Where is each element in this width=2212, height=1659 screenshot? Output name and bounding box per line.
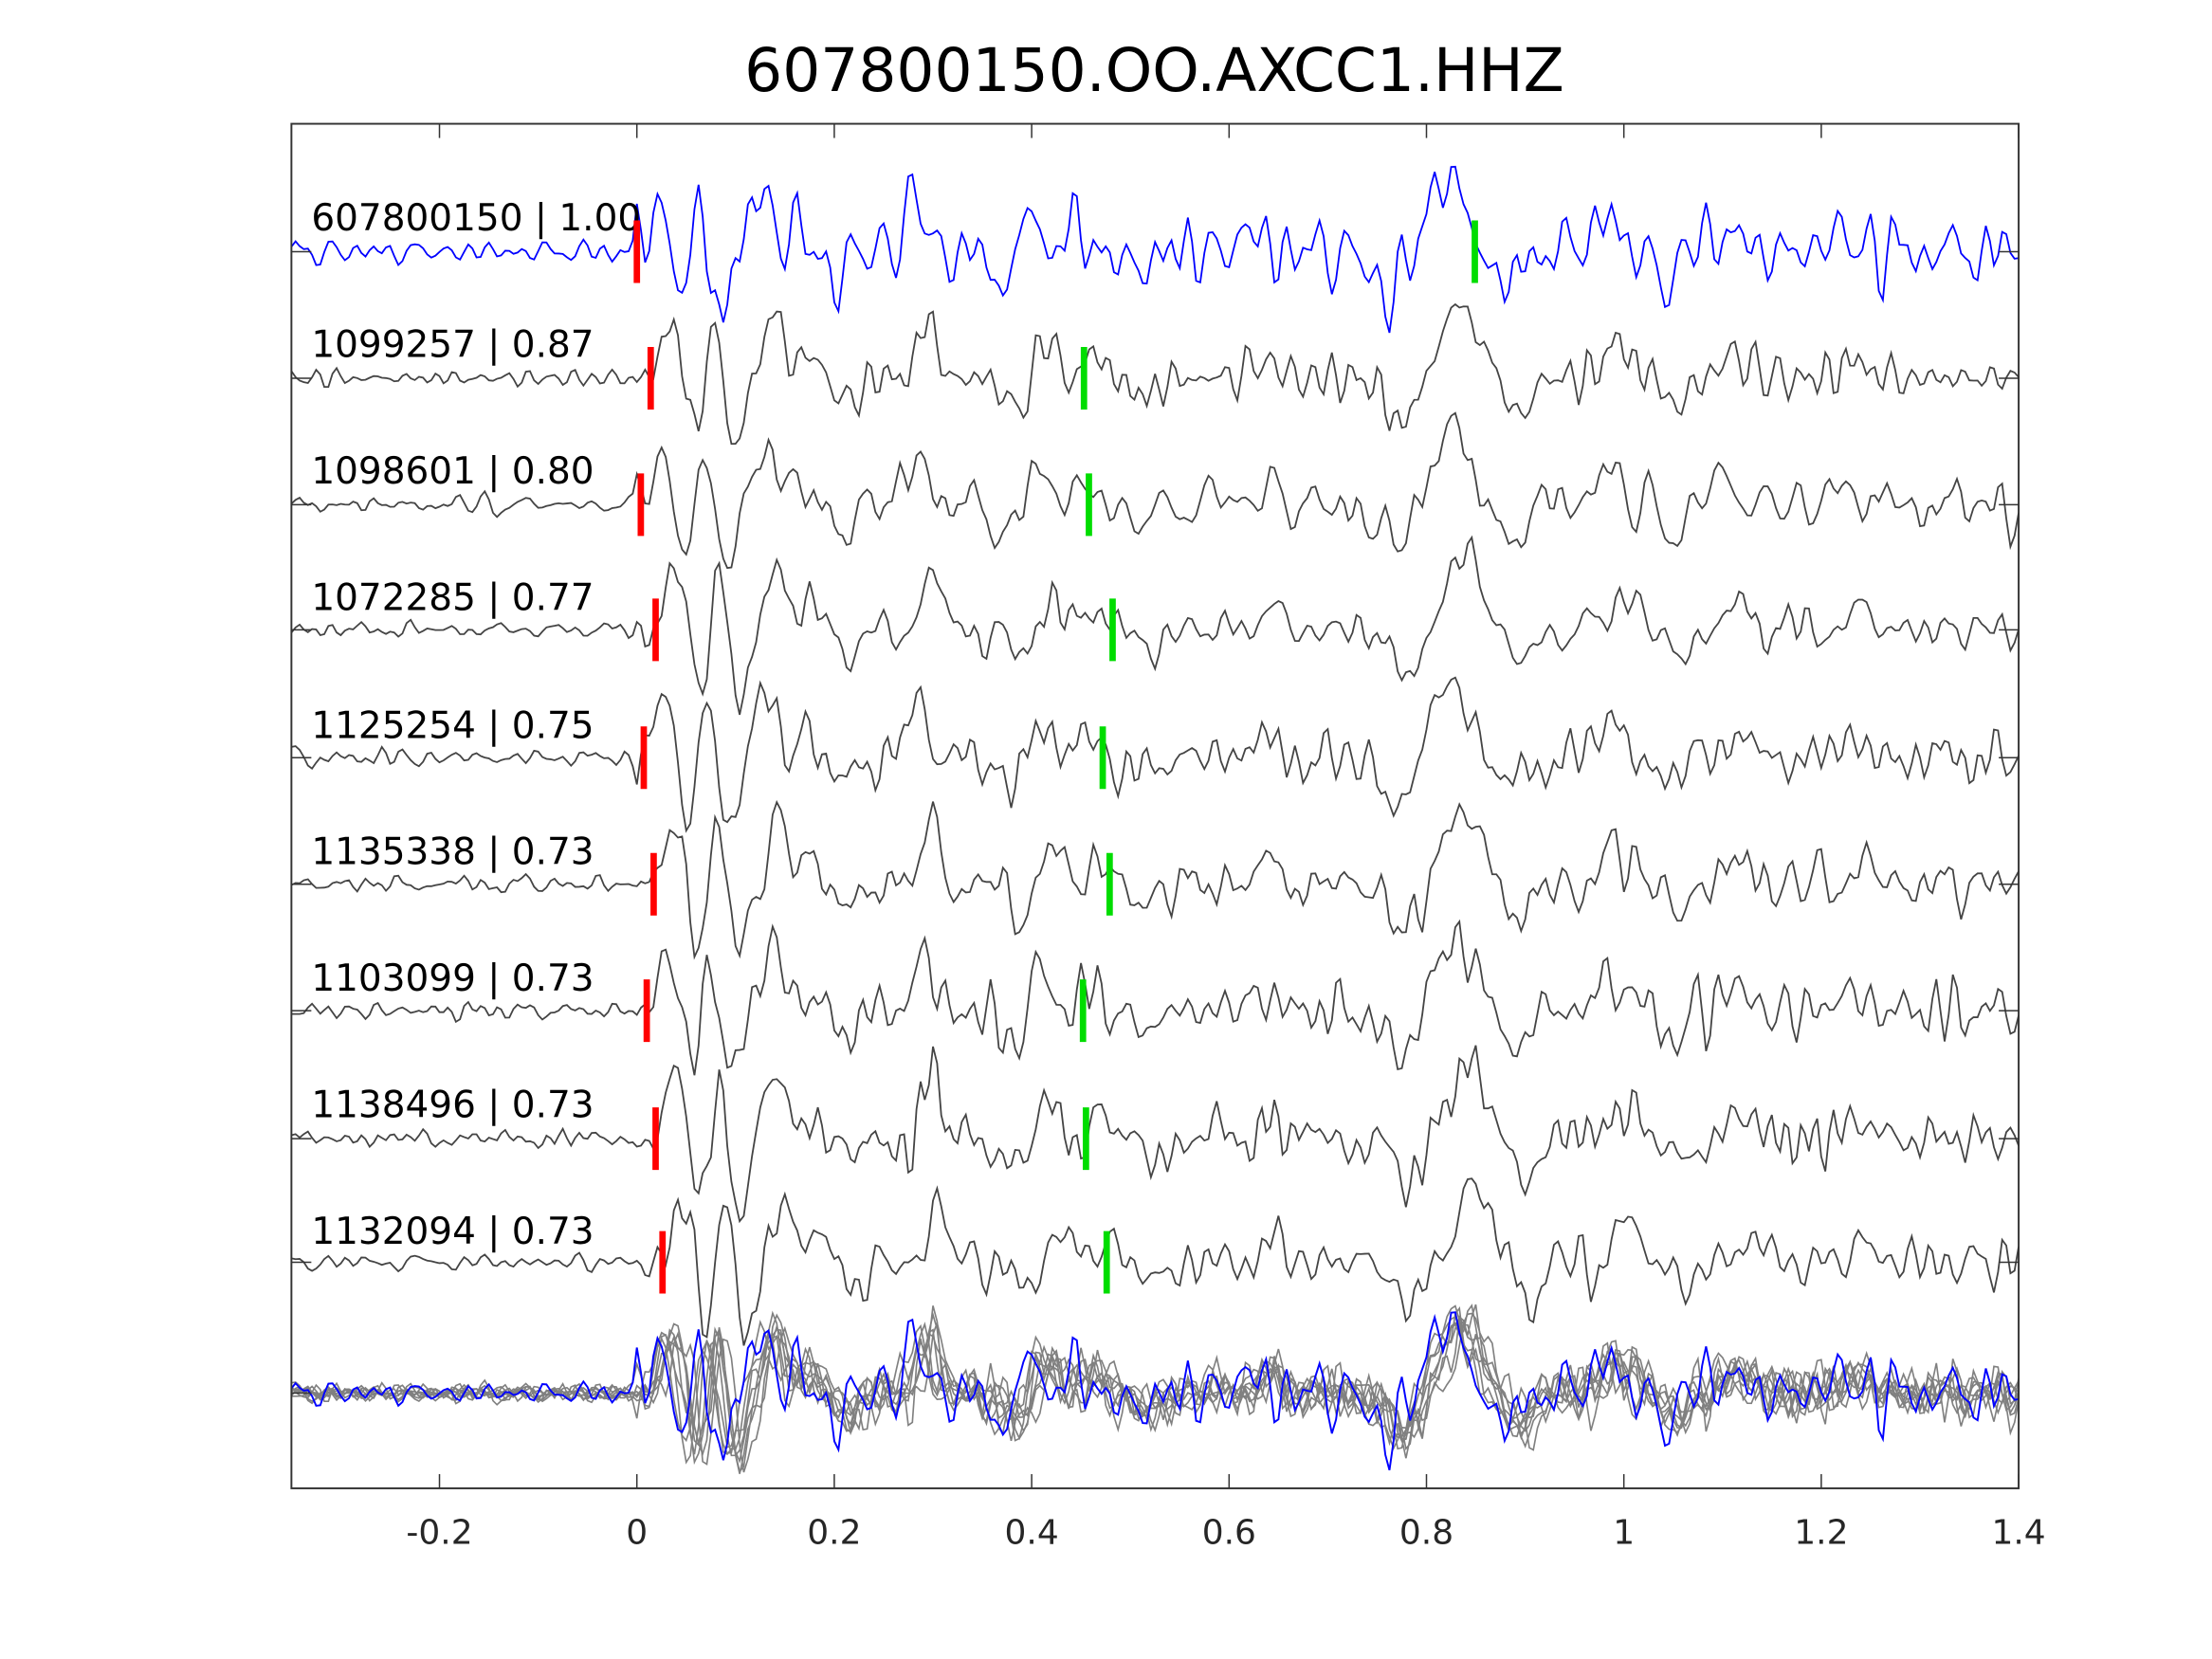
trace-label: 1132094 | 0.73	[311, 1211, 594, 1253]
trace-line	[290, 535, 2020, 716]
trace-line	[290, 302, 2020, 446]
trace-label: 1103099 | 0.73	[311, 957, 594, 1000]
x-tick-label: 0.2	[807, 1513, 861, 1552]
stack-trace-line	[291, 1305, 2020, 1455]
trace-line	[290, 411, 2020, 570]
x-tick-label: 1.2	[1794, 1513, 1848, 1552]
trace-label: 1125254 | 0.75	[311, 704, 594, 747]
stack-template-line	[290, 1311, 2020, 1471]
x-tick-label: 0.8	[1399, 1513, 1453, 1552]
trace-label: 1099257 | 0.87	[311, 323, 594, 366]
trace-line	[291, 1177, 2020, 1346]
stack-trace-line	[291, 1312, 2020, 1473]
x-tick-label: -0.2	[406, 1513, 472, 1552]
chart-title: 607800150.OO.AXCC1.HHZ	[744, 36, 1564, 105]
traces-group	[290, 165, 2020, 1474]
trace-line	[291, 1045, 2020, 1224]
x-tick-label: 0.4	[1005, 1513, 1059, 1552]
y-ticks	[291, 250, 2020, 1395]
x-axis: -0.2 0 0.2 0.4 0.6 0.8 1 1.2 1.4	[406, 123, 2046, 1552]
stack-trace-line	[291, 1311, 2020, 1466]
trace-label: 1138496 | 0.73	[311, 1085, 594, 1127]
trace-label: 1098601 | 0.80	[311, 450, 594, 493]
x-tick-label: 1	[1613, 1513, 1635, 1552]
trace-labels: 607800150 | 1.00 1099257 | 0.87 1098601 | …	[311, 197, 641, 1253]
picks-group	[633, 220, 1478, 1294]
trace-line	[290, 165, 2020, 334]
plot-frame	[290, 122, 2020, 1489]
trace-label: 1072285 | 0.77	[311, 576, 594, 619]
trace-line	[291, 676, 2020, 833]
x-tick-label: 1.4	[1991, 1513, 2045, 1552]
x-tick-label: 0.6	[1202, 1513, 1256, 1552]
trace-line	[290, 799, 2020, 960]
trace-line	[291, 919, 2020, 1076]
trace-label: 1135338 | 0.73	[311, 831, 594, 874]
x-tick-label: 0	[626, 1513, 648, 1552]
trace-label: 607800150 | 1.00	[311, 197, 641, 240]
